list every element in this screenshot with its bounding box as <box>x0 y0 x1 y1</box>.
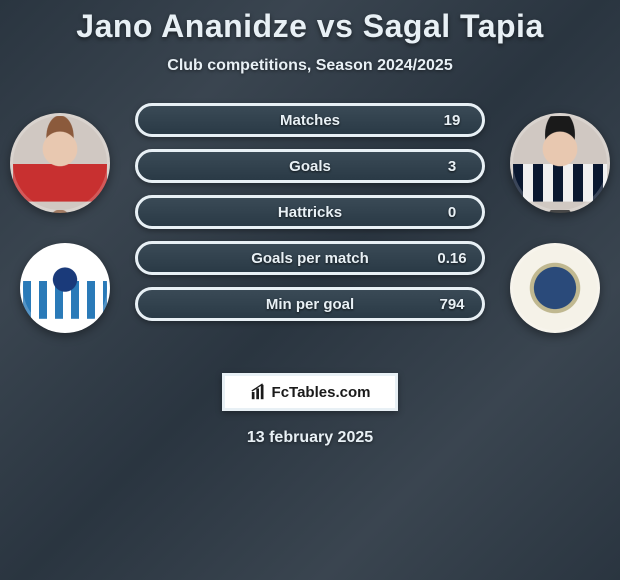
infographic-root: Jano Ananidze vs Sagal Tapia Club compet… <box>0 0 620 580</box>
stat-right-value: 0.16 <box>422 250 482 267</box>
stat-right-value: 19 <box>422 112 482 129</box>
player-1-avatar <box>10 113 110 213</box>
stat-row-goals: Goals 3 <box>135 149 485 183</box>
club-1-crest <box>20 243 110 333</box>
stat-row-min-per-goal: Min per goal 794 <box>135 287 485 321</box>
stat-pill-list: Matches 19 Goals 3 Hattricks 0 Goals per… <box>135 103 485 333</box>
brand-text: FcTables.com <box>272 384 371 401</box>
comparison-area: Matches 19 Goals 3 Hattricks 0 Goals per… <box>0 103 620 363</box>
page-subtitle: Club competitions, Season 2024/2025 <box>0 57 620 75</box>
stat-right-value: 794 <box>422 296 482 313</box>
stat-row-goals-per-match: Goals per match 0.16 <box>135 241 485 275</box>
stat-row-matches: Matches 19 <box>135 103 485 137</box>
footer-date: 13 february 2025 <box>0 429 620 447</box>
stat-right-value: 0 <box>422 204 482 221</box>
stat-right-value: 3 <box>422 158 482 175</box>
stat-label: Goals per match <box>198 250 422 267</box>
brand-badge: FcTables.com <box>222 373 398 411</box>
stat-label: Min per goal <box>198 296 422 313</box>
stat-label: Matches <box>198 112 422 129</box>
player-2-avatar <box>510 113 610 213</box>
stat-label: Hattricks <box>198 204 422 221</box>
stat-row-hattricks: Hattricks 0 <box>135 195 485 229</box>
stat-label: Goals <box>198 158 422 175</box>
page-title: Jano Ananidze vs Sagal Tapia <box>0 8 620 45</box>
club-2-crest <box>510 243 600 333</box>
bar-chart-icon <box>250 383 268 401</box>
